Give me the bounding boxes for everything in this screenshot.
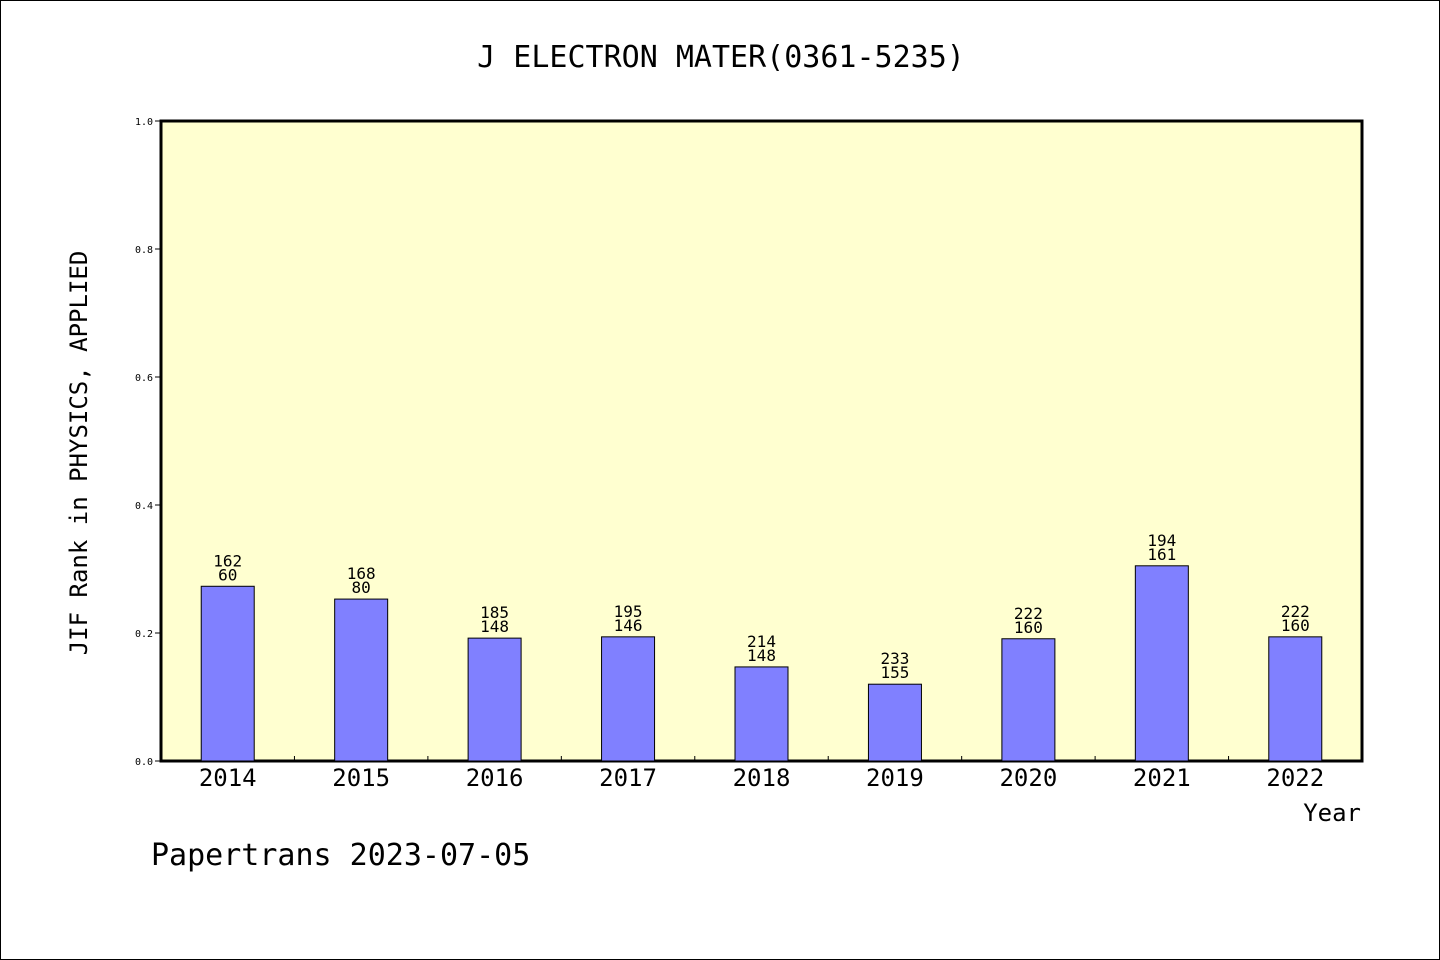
x-axis-label: Year: [1303, 799, 1361, 827]
y-tick-label: 0.4: [135, 501, 153, 512]
bar-label-top: 168: [347, 564, 376, 583]
x-tick-label: 2022: [1266, 764, 1324, 792]
bar-label-bottom: 160: [1281, 616, 1310, 635]
bar-label-top: 162: [213, 551, 242, 570]
bar-label-top: 233: [880, 649, 909, 668]
x-tick-label: 2020: [999, 764, 1057, 792]
x-tick-label: 2017: [599, 764, 657, 792]
x-tick-label: 2014: [199, 764, 257, 792]
y-tick-label: 0.0: [135, 757, 153, 768]
x-tick-label: 2016: [466, 764, 524, 792]
y-axis-label: JIF Rank in PHYSICS, APPLIED: [65, 251, 93, 656]
bar: [734, 666, 789, 762]
bar-label-top: 214: [747, 632, 776, 651]
bar: [601, 636, 656, 762]
bar: [334, 598, 389, 762]
bar-label-top: 195: [614, 602, 643, 621]
chart-title: J ELECTRON MATER(0361-5235): [477, 40, 965, 75]
y-tick-label: 0.8: [135, 245, 153, 256]
x-tick-label: 2019: [866, 764, 924, 792]
bar-label-bottom: 148: [747, 646, 776, 665]
bar: [1001, 638, 1056, 762]
bar-label-bottom: 148: [480, 617, 509, 636]
y-tick-label: 0.2: [135, 629, 153, 640]
bar: [867, 683, 922, 762]
bar-label-top: 222: [1281, 602, 1310, 621]
y-tick-label: 0.6: [135, 373, 153, 384]
bar-label-bottom: 146: [614, 616, 643, 635]
bar-label-top: 194: [1147, 531, 1176, 550]
bar-label-bottom: 161: [1147, 545, 1176, 564]
bar: [467, 637, 522, 762]
bar-label-bottom: 60: [218, 565, 237, 584]
bar-label-top: 185: [480, 603, 509, 622]
bar-label-top: 222: [1014, 604, 1043, 623]
bar-label-bottom: 160: [1014, 618, 1043, 637]
x-tick-label: 2018: [733, 764, 791, 792]
bar-label-bottom: 80: [352, 578, 371, 597]
bar: [1134, 565, 1189, 762]
footer-text: Papertrans 2023-07-05: [151, 838, 530, 873]
bar-label-bottom: 155: [880, 663, 909, 682]
x-tick-label: 2015: [332, 764, 390, 792]
bar: [200, 585, 255, 762]
x-tick-label: 2021: [1133, 764, 1191, 792]
bar: [1268, 636, 1323, 762]
y-tick-label: 1.0: [135, 117, 153, 128]
